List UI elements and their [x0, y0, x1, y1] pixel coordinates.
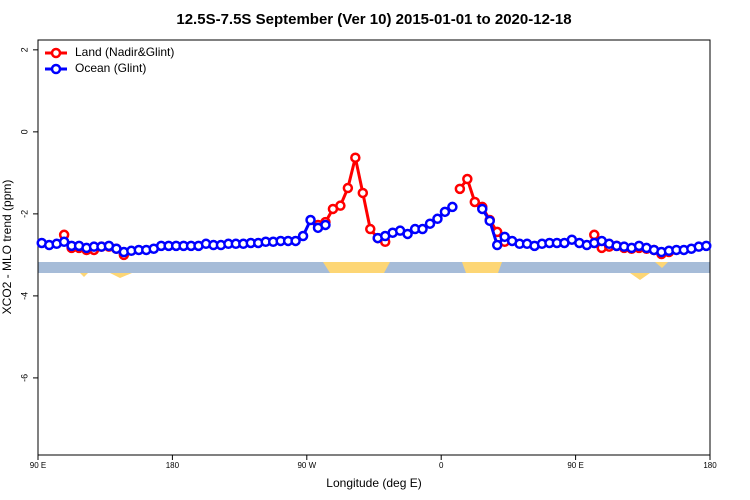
- data-point: [447, 201, 458, 213]
- x-tick-label: 180: [166, 461, 180, 470]
- data-point: [499, 231, 510, 243]
- y-tick-label: -6: [19, 374, 29, 382]
- land-strip: [110, 273, 132, 278]
- legend-marker: [50, 47, 62, 59]
- data-point: [462, 173, 473, 185]
- data-point: [335, 200, 346, 211]
- data-point: [469, 196, 481, 208]
- land-strip: [630, 273, 650, 280]
- data-point: [342, 182, 354, 194]
- data-point: [424, 218, 436, 229]
- land-strip: [323, 262, 390, 273]
- x-tick-label: 90 W: [297, 461, 316, 470]
- y-tick-label: 0: [19, 129, 29, 134]
- data-point: [290, 235, 301, 247]
- data-point: [402, 228, 413, 240]
- y-tick-label: -2: [19, 210, 29, 218]
- data-point: [320, 219, 331, 231]
- land-strip: [655, 262, 668, 268]
- data-point: [454, 183, 466, 195]
- data-point: [350, 152, 361, 163]
- data-point: [58, 236, 70, 248]
- land-mask: [38, 262, 710, 280]
- x-axis-label: Longitude (deg E): [326, 476, 421, 490]
- data-point: [432, 213, 443, 225]
- x-tick-label: 90 E: [30, 461, 46, 470]
- data-point: [701, 240, 712, 252]
- data-point: [477, 203, 488, 215]
- legend-label: Land (Nadir&Glint): [75, 45, 174, 59]
- data-point: [439, 206, 451, 218]
- data-point: [297, 230, 309, 242]
- x-tick-label: 90 E: [567, 461, 583, 470]
- y-tick-label: -4: [19, 292, 29, 300]
- y-tick-label: 2: [19, 47, 29, 52]
- x-tick-label: 180: [703, 461, 717, 470]
- legend: Land (Nadir&Glint) Ocean (Glint): [45, 45, 174, 75]
- data-point: [417, 223, 428, 235]
- legend-label: Ocean (Glint): [75, 61, 146, 75]
- legend-marker: [50, 63, 62, 75]
- data-point: [357, 187, 369, 199]
- y-axis-label: XCO2 - MLO trend (ppm): [0, 180, 14, 315]
- data-point: [484, 215, 495, 227]
- data-point: [491, 239, 503, 251]
- land-strip: [80, 273, 88, 277]
- data-point: [305, 214, 316, 226]
- plot-area: 90 E 180 90 W 0 90 E 180 2 0 -2 -4 -6: [19, 47, 717, 470]
- chart-title: 12.5S-7.5S September (Ver 10) 2015-01-01…: [176, 11, 571, 28]
- x-tick-label: 0: [439, 461, 444, 470]
- land-strip: [462, 262, 502, 273]
- data-point: [365, 223, 376, 235]
- data-point: [589, 229, 600, 241]
